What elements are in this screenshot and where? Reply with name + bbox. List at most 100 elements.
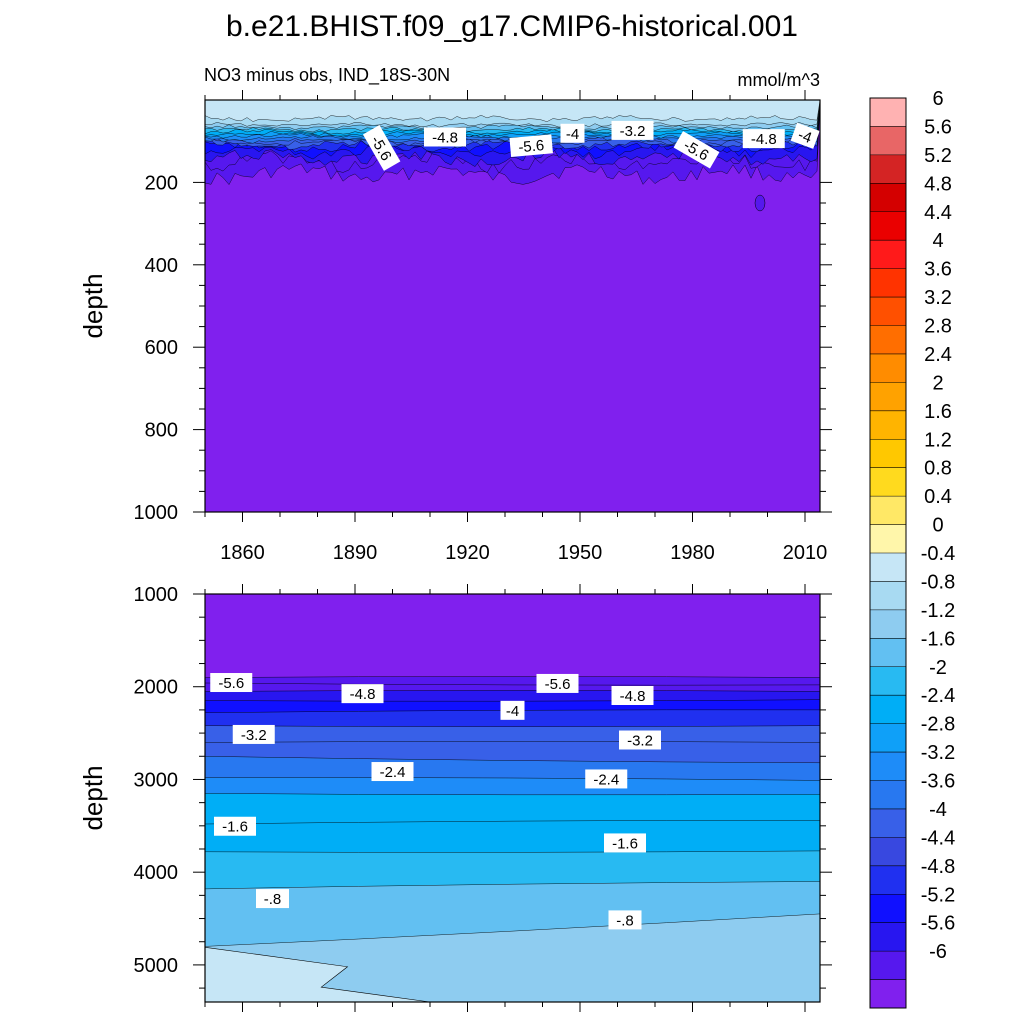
y-tick-label: 5000 <box>134 955 179 977</box>
colorbar-swatch <box>870 126 906 156</box>
colorbar-label: -4.8 <box>921 856 955 878</box>
colorbar-label: 2.8 <box>924 316 952 338</box>
svg-text:-4.8: -4.8 <box>432 129 458 146</box>
contour-label: -4.8 <box>341 684 384 704</box>
upper-contour-bands <box>204 99 821 212</box>
colorbar-label: -0.4 <box>921 543 955 565</box>
colorbar-label: 0.8 <box>924 458 952 480</box>
contour-label: -3.2 <box>619 730 661 750</box>
svg-text:-1.6: -1.6 <box>222 819 248 836</box>
contour-label: -3.2 <box>611 120 654 140</box>
y-tick-label: 1000 <box>134 584 179 606</box>
upper-axis-ticks <box>193 90 832 522</box>
y-tick-label: 400 <box>145 255 178 277</box>
svg-text:-4.8: -4.8 <box>620 688 646 705</box>
colorbar-label: -5.6 <box>921 913 955 935</box>
svg-text:-4: -4 <box>796 126 814 147</box>
colorbar-swatch <box>870 951 906 981</box>
contour-label: -4 <box>500 700 525 720</box>
colorbar-swatch <box>870 638 906 668</box>
colorbar-label: 4 <box>932 230 943 252</box>
x-tick-label: 1980 <box>670 542 715 564</box>
units-label: mmol/m^3 <box>738 70 820 90</box>
contour-label: -4 <box>560 123 585 143</box>
colorbar-swatch <box>870 183 906 213</box>
svg-text:-4: -4 <box>506 703 519 720</box>
lower-ylabel: depth <box>78 765 108 830</box>
colorbar-swatch <box>870 98 906 127</box>
colorbar-swatch <box>870 467 906 497</box>
colorbar-swatch <box>870 154 906 184</box>
colorbar-label: 1.6 <box>924 401 952 423</box>
svg-text:-3.2: -3.2 <box>627 733 653 750</box>
x-tick-label: 1890 <box>333 542 378 564</box>
colorbar-swatch <box>870 808 906 838</box>
colorbar-label: 3.6 <box>924 259 952 281</box>
colorbar-swatch <box>870 780 906 810</box>
contour-label: -4.8 <box>611 686 654 705</box>
contour-label: -2.4 <box>585 769 628 789</box>
colorbar-swatch <box>870 496 906 526</box>
svg-text:-2.4: -2.4 <box>593 771 619 788</box>
colorbar-label: 5.6 <box>924 116 952 138</box>
colorbar-swatch <box>870 922 906 952</box>
contour-label: -4.8 <box>424 127 466 147</box>
colorbar-swatch <box>870 752 906 781</box>
colorbar-swatch <box>870 353 906 383</box>
colorbar-swatch <box>870 268 906 298</box>
colorbar-label: -1.2 <box>921 600 955 622</box>
y-tick-label: 3000 <box>134 769 179 791</box>
lower-axis-ticks <box>193 584 832 1012</box>
colorbar-swatch <box>870 211 906 241</box>
colorbar: 6 5.6 5.2 4.8 4.4 4 3.6 3.2 2.8 2.4 2 1.6 1.2 0.8 0.4 0… <box>869 88 955 1009</box>
x-tick-label: 1860 <box>220 542 265 564</box>
colorbar-swatch <box>870 666 906 696</box>
colorbar-swatch <box>870 297 906 326</box>
contour-label: -5.6 <box>536 673 579 693</box>
lower-frame <box>204 593 821 1003</box>
upper-frame <box>204 99 821 513</box>
colorbar-label: -1.6 <box>921 628 955 650</box>
colorbar-label: 3.2 <box>924 287 952 309</box>
svg-text:-4: -4 <box>566 126 579 143</box>
colorbar-label: 4.4 <box>924 202 952 224</box>
y-tick-label: 4000 <box>134 862 179 884</box>
x-tick-label: 2010 <box>783 542 828 564</box>
upper-contour-blob <box>754 194 766 212</box>
y-tick-label: 600 <box>145 337 178 359</box>
x-tick-labels: 1860 1890 1920 1950 1980 2010 <box>220 542 827 564</box>
colorbar-label: 0 <box>932 515 943 537</box>
contour-label: -1.6 <box>604 833 646 853</box>
upper-contour-band <box>204 99 821 122</box>
lower-contour-labels: -5.6 -4.8 -4 -3.2 -2.4 -1.6 -.8 -5.6 -4.8 -3.2 -2.… <box>210 673 661 930</box>
svg-text:-1.6: -1.6 <box>612 835 638 852</box>
colorbar-swatch <box>870 979 906 1009</box>
colorbar-label: -2.8 <box>921 714 955 736</box>
colorbar-label: 2.4 <box>924 344 952 366</box>
svg-text:-.8: -.8 <box>264 891 282 908</box>
colorbar-label: -2.4 <box>921 685 955 707</box>
colorbar-label: -4.4 <box>921 827 955 849</box>
colorbar-label: -5.2 <box>921 884 955 906</box>
colorbar-swatch <box>870 325 906 355</box>
colorbar-label: -3.6 <box>921 771 955 793</box>
colorbar-label: 6 <box>932 88 943 110</box>
svg-text:-4.8: -4.8 <box>350 686 376 703</box>
colorbar-label: 2 <box>932 372 943 394</box>
colorbar-swatch <box>870 240 906 270</box>
svg-text:-4.8: -4.8 <box>751 131 777 148</box>
x-tick-label: 1950 <box>558 542 603 564</box>
lower-contour-band <box>204 913 821 1003</box>
svg-text:-.8: -.8 <box>616 912 634 929</box>
colorbar-swatch <box>870 837 906 867</box>
colorbar-swatch <box>870 609 906 639</box>
colorbar-label: -0.8 <box>921 571 955 593</box>
contour-label: -4.8 <box>742 129 785 149</box>
colorbar-frame <box>869 97 907 1009</box>
figure-title: b.e21.BHIST.f09_g17.CMIP6-historical.001 <box>226 10 798 43</box>
contour-label: -5.6 <box>210 673 253 693</box>
svg-text:-3.2: -3.2 <box>241 727 267 744</box>
colorbar-label: -6 <box>929 941 947 963</box>
